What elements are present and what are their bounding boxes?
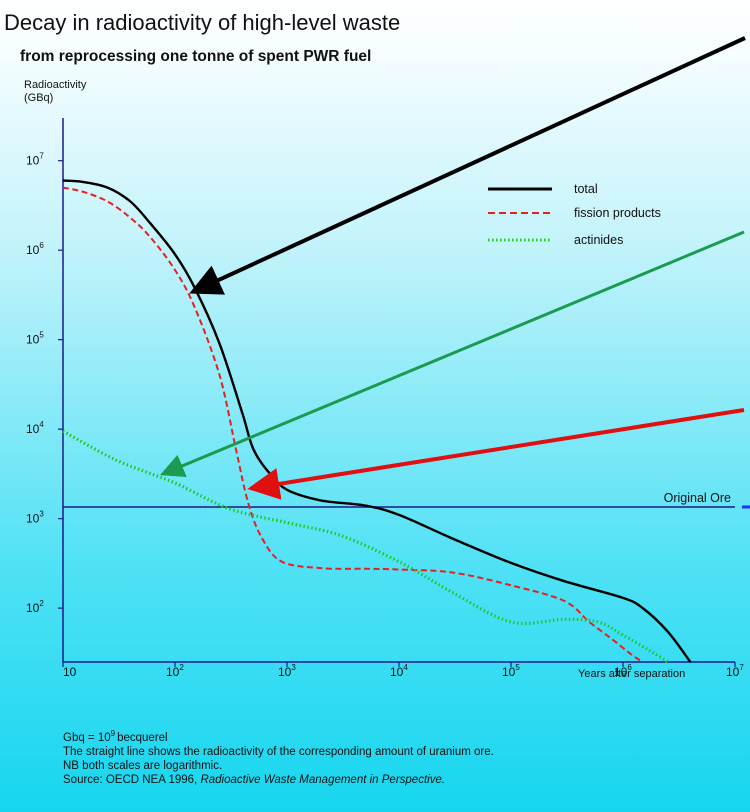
footnote-gbq: Gbq = 109 becquerel <box>63 729 168 744</box>
x-tick-label: 10 <box>63 665 77 679</box>
legend-label-actinides: actinides <box>574 233 623 247</box>
series-fission-products-line <box>62 186 644 663</box>
y-tick-label: 107 <box>26 152 44 168</box>
series-actinides-line <box>62 429 669 664</box>
series-layer <box>62 179 692 664</box>
x-tick-label: 102 <box>166 663 184 679</box>
original-ore-label: Original Ore <box>664 491 731 505</box>
footnote-log-scales: NB both scales are logarithmic. <box>63 760 222 772</box>
footnotes: Gbq = 109 becquerel The straight line sho… <box>63 729 494 786</box>
x-tick-label: 106 <box>614 663 632 679</box>
x-axis-ticks: 10 102 103 104 105 106 107 <box>62 662 744 679</box>
y-axis-label-line1: Radioactivity <box>24 79 87 91</box>
annotation-arrows <box>159 36 746 500</box>
legend-label-total: total <box>574 182 598 196</box>
y-axis-ticks: 102 103 104 105 106 107 <box>26 152 63 615</box>
annotation-arrow-green <box>159 230 745 478</box>
annotation-arrow-red <box>247 408 745 500</box>
x-tick-label: 104 <box>390 663 408 679</box>
footnote-ore-line: The straight line shows the radioactivit… <box>63 746 494 758</box>
y-tick-label: 106 <box>26 241 44 257</box>
x-tick-label: 105 <box>502 663 520 679</box>
y-tick-label: 102 <box>26 599 44 615</box>
chart-title: Decay in radioactivity of high-level was… <box>4 10 400 35</box>
x-tick-label: 103 <box>278 663 296 679</box>
footnote-source: Source: OECD NEA 1996, Radioactive Waste… <box>63 774 445 786</box>
x-axis-label: Years after separation <box>578 668 685 680</box>
legend: total fission products actinides <box>488 182 661 247</box>
series-total-line <box>62 179 692 663</box>
legend-label-fission-products: fission products <box>574 206 661 220</box>
annotation-arrow-black <box>189 36 746 295</box>
y-axis-label-line2: (GBq) <box>24 92 53 104</box>
x-tick-label: 107 <box>726 663 744 679</box>
chart-subtitle: from reprocessing one tonne of spent PWR… <box>20 48 371 65</box>
y-tick-label: 105 <box>26 331 44 347</box>
y-tick-label: 103 <box>26 510 44 526</box>
y-tick-label: 104 <box>26 420 44 436</box>
